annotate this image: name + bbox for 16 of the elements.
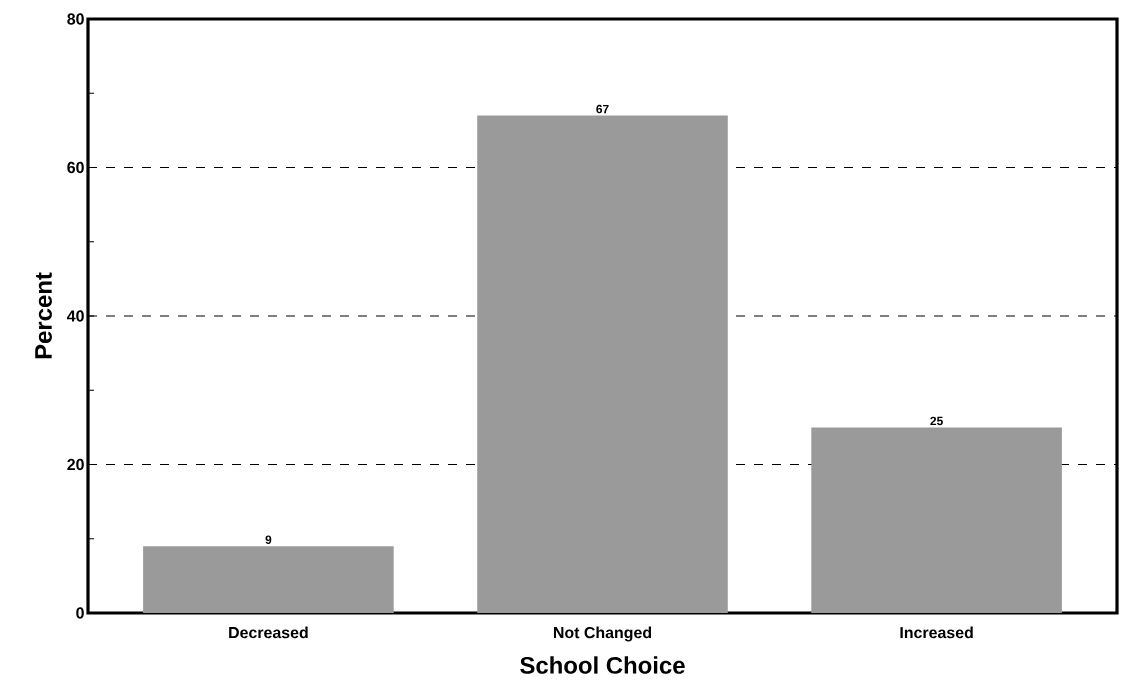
y-tick-label: 60 — [67, 161, 84, 174]
bar — [143, 546, 394, 613]
y-tick-label: 80 — [67, 13, 84, 25]
y-axis-title: Percent — [35, 272, 52, 359]
y-tick-label: 40 — [66, 310, 84, 322]
y-tick-label: 20 — [67, 458, 84, 471]
x-tick-label: Not Changed — [553, 626, 652, 642]
bar — [811, 427, 1062, 613]
x-tick-label: Increased — [900, 626, 973, 639]
bar — [477, 115, 728, 613]
data-label: 67 — [596, 104, 609, 114]
x-axis-title: School Choice — [520, 656, 685, 674]
x-tick-label: Decreased — [229, 626, 308, 639]
data-label: 25 — [930, 416, 943, 426]
data-label: 9 — [265, 535, 272, 544]
y-tick-label: 0 — [76, 607, 84, 619]
